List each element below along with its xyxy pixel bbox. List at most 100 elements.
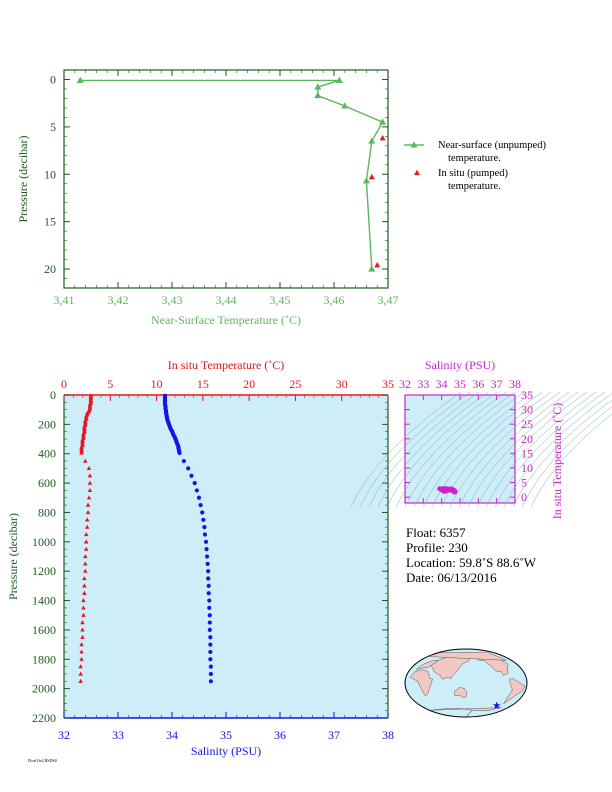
x2-tick-label: 25 <box>289 377 301 391</box>
salinity-point <box>203 539 209 544</box>
x-tick-label: 32 <box>58 728 70 742</box>
temperature-point <box>87 473 93 478</box>
x-axis-title: Salinity (PSU) <box>191 744 261 758</box>
ts-y-tick-label: 0 <box>521 490 527 504</box>
x-tick-label: 3,45 <box>270 293 291 307</box>
location: Location: 59.8˚S 88.6˚W <box>406 555 536 570</box>
ts-y-tick-label: 20 <box>521 432 533 446</box>
plot-background <box>64 395 388 718</box>
y-tick-label: 1000 <box>32 535 56 549</box>
y-tick-label: 2000 <box>32 682 56 696</box>
near-surface-marker <box>379 118 387 125</box>
x2-tick-label: 35 <box>382 377 394 391</box>
legend-marker-in-situ <box>414 169 420 176</box>
x-tick-label: 3,46 <box>324 293 345 307</box>
x2-tick-label: 15 <box>197 377 209 391</box>
temperature-point <box>85 502 91 507</box>
salinity-point <box>206 591 211 596</box>
salinity-point <box>200 510 205 515</box>
ts-x-tick-label: 38 <box>509 377 521 391</box>
density-contour <box>467 391 579 508</box>
y-tick-label: 1400 <box>32 594 56 608</box>
temperature-point <box>78 664 83 669</box>
x-axis-title: Near-Surface Temperature (˚C) <box>151 313 301 327</box>
map-land <box>427 651 507 661</box>
temperature-point <box>87 480 93 485</box>
near-surface-line <box>80 79 384 270</box>
density-contour <box>530 413 612 508</box>
temperature-point <box>82 583 87 588</box>
ts-x-tick-label: 34 <box>436 377 448 391</box>
x-tick-label: 35 <box>220 728 232 742</box>
x-tick-label: 36 <box>274 728 286 742</box>
x2-tick-label: 5 <box>107 377 113 391</box>
x-tick-label: 3,44 <box>216 293 237 307</box>
x-tick-label: 3,41 <box>54 293 75 307</box>
temperature-point <box>83 561 88 566</box>
density-contour <box>413 391 525 508</box>
salinity-point <box>207 605 212 610</box>
map-land <box>453 687 468 698</box>
density-contour <box>368 391 480 508</box>
x-tick-label: 3,42 <box>108 293 129 307</box>
density-contour <box>494 391 606 508</box>
temperature-point <box>80 627 85 632</box>
map-land <box>409 669 433 697</box>
salinity-point <box>206 583 211 588</box>
x2-tick-label: 20 <box>243 377 255 391</box>
salinity-point <box>204 547 209 552</box>
salinity-point <box>186 466 191 471</box>
temperature-point <box>78 671 83 676</box>
temperature-point <box>84 517 90 522</box>
salinity-point <box>202 525 207 530</box>
salinity-point <box>198 503 203 508</box>
salinity-point <box>205 554 210 559</box>
salinity-point <box>201 517 206 522</box>
ts-x-tick-label: 32 <box>399 377 411 391</box>
temperature-point <box>84 524 90 529</box>
x-tick-label: 34 <box>166 728 178 742</box>
temperature-point <box>82 590 87 595</box>
y-tick-label: 1800 <box>32 652 56 666</box>
near-surface-marker <box>314 91 322 99</box>
density-contour <box>422 391 534 508</box>
density-contour <box>377 391 489 508</box>
near-surface-marker <box>314 83 322 90</box>
temperature-point <box>81 598 86 603</box>
near-surface-marker <box>368 265 376 272</box>
salinity-point <box>206 569 211 574</box>
salinity-point <box>206 576 211 581</box>
salinity-point <box>207 598 212 603</box>
profile-number: Profile: 230 <box>406 540 468 555</box>
density-contour <box>440 391 552 508</box>
temperature-point <box>86 495 92 500</box>
x2-axis-title: In situ Temperature (˚C) <box>168 358 285 372</box>
ts-y-tick-label: 35 <box>521 388 533 402</box>
ts-y-tick-label: 15 <box>521 446 533 460</box>
ts-x-tick-label: 35 <box>454 377 466 391</box>
salinity-point <box>202 532 208 537</box>
x2-tick-label: 0 <box>61 377 67 391</box>
y-tick-label: 0 <box>50 388 56 402</box>
legend-label-in-situ: In situ (pumped) <box>438 168 508 179</box>
density-contour <box>485 391 597 508</box>
legend-label-near-surface: Near-surface (unpumped) <box>438 140 546 151</box>
salinity-point <box>208 635 213 640</box>
y-tick-label: 200 <box>38 417 56 431</box>
temperature-point <box>79 656 84 661</box>
star-icon <box>492 701 501 709</box>
temperature-point <box>81 605 86 610</box>
ts-y-axis-title: In situ Temperature (˚C) <box>550 403 564 520</box>
salinity-point <box>205 561 210 566</box>
salinity-point <box>208 649 213 655</box>
ts-y-tick-label: 5 <box>521 476 527 490</box>
density-contour <box>512 399 612 508</box>
x2-tick-label: 30 <box>336 377 348 391</box>
temperature-point <box>82 576 87 581</box>
density-contour <box>449 391 561 508</box>
density-contour <box>386 391 498 508</box>
salinity-point <box>207 627 212 633</box>
y-tick-label: 400 <box>38 447 56 461</box>
map-land <box>416 660 439 670</box>
ts-point <box>440 486 447 492</box>
